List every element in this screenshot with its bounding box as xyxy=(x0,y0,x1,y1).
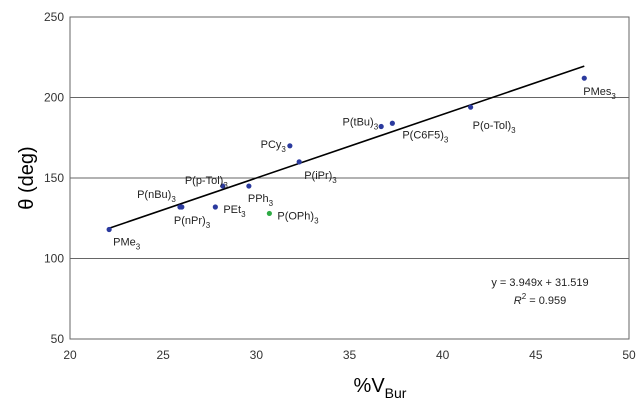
point-label: P(o-Tol)3 xyxy=(473,120,517,135)
x-tick-label: 40 xyxy=(436,348,450,362)
y-tick-labels: 50 100 150 200 250 xyxy=(44,10,64,346)
x-axis-title: %VBur xyxy=(354,375,407,401)
y-axis-title: θ (deg) xyxy=(16,146,38,209)
r-squared-symbol: R xyxy=(514,295,522,307)
x-tick-labels: 20 25 30 35 40 45 50 xyxy=(63,348,636,362)
fit-equation: y = 3.949x + 31.519 xyxy=(491,277,588,289)
data-point xyxy=(389,120,395,126)
point-label: P(OPh)3 xyxy=(277,210,319,225)
y-tick-label: 150 xyxy=(44,171,64,185)
point-label: P(nBu)3 xyxy=(137,189,176,204)
point-label: PEt3 xyxy=(223,204,246,219)
data-point xyxy=(212,204,218,210)
point-labels: PMe3 P(nPr)3 P(nBu)3 PEt3 P(p-Tol)3 PPh3P(OPh… xyxy=(113,86,616,251)
data-point xyxy=(581,75,587,81)
point-label: PPh3 xyxy=(248,193,274,208)
data-points xyxy=(106,75,587,233)
point-label: P(p-Tol)3 xyxy=(185,175,229,190)
x-tick-label: 50 xyxy=(622,348,636,362)
data-point xyxy=(266,210,272,217)
data-point xyxy=(378,123,384,130)
r-squared-value: = 0.959 xyxy=(526,295,566,307)
y-tick-label: 100 xyxy=(44,252,64,266)
point-label: P(iPr)3 xyxy=(304,170,337,185)
x-tick-label: 20 xyxy=(63,348,77,362)
y-tick-label: 50 xyxy=(51,332,65,346)
x-tick-label: 35 xyxy=(343,348,357,362)
x-tick-label: 45 xyxy=(529,348,543,362)
grid-lines xyxy=(70,97,629,259)
x-tick-label: 25 xyxy=(156,348,170,362)
data-point xyxy=(179,204,185,210)
point-label: PMes3 xyxy=(583,86,616,101)
data-point xyxy=(296,159,302,165)
data-point xyxy=(468,104,474,110)
point-label: P(C6F5)3 xyxy=(402,129,449,144)
y-tick-label: 200 xyxy=(44,91,64,105)
data-point xyxy=(287,143,293,149)
point-label: PCy3 xyxy=(261,139,287,154)
data-point xyxy=(246,183,252,189)
y-tick-label: 250 xyxy=(44,10,64,24)
data-point xyxy=(220,183,226,189)
point-label: P(nPr)3 xyxy=(174,215,211,230)
data-point xyxy=(106,226,112,233)
x-axis-title-sub: Bur xyxy=(385,385,407,401)
point-label: P(tBu)3 xyxy=(343,116,379,131)
x-axis-title-main: %V xyxy=(354,375,386,397)
r-squared: R2 = 0.959 xyxy=(514,292,566,307)
x-tick-label: 30 xyxy=(250,348,264,362)
point-label: PMe3 xyxy=(113,237,141,252)
r-squared-power: 2 xyxy=(522,292,527,301)
fit-line xyxy=(108,65,585,230)
